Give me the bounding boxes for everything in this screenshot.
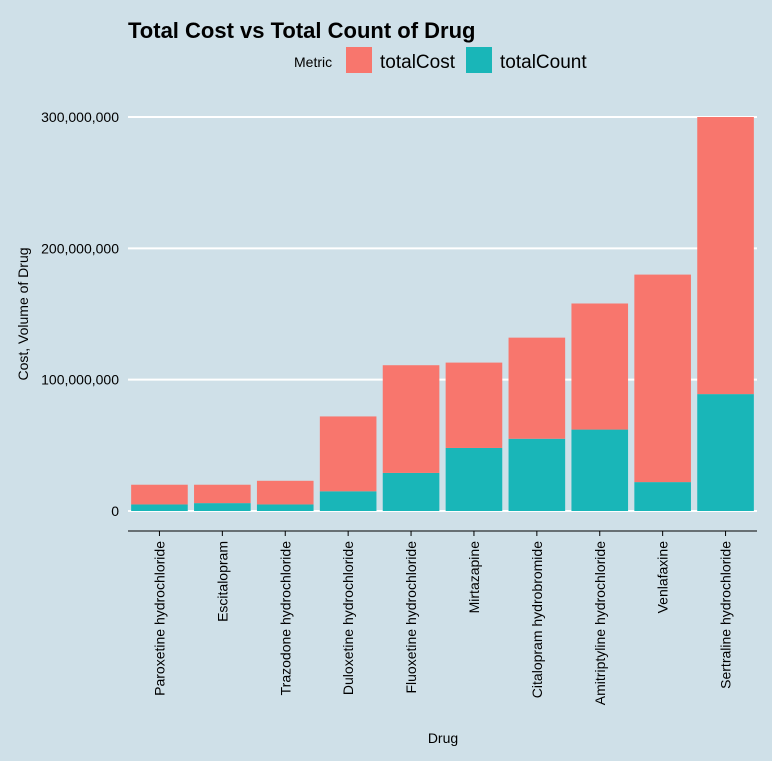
x-tick-label: Escitalopram bbox=[214, 541, 230, 622]
legend-label-totalcount: totalCount bbox=[500, 52, 587, 73]
bar-totalcount bbox=[382, 472, 440, 511]
y-tick-label: 100,000,000 bbox=[41, 372, 119, 388]
bar-totalcost bbox=[131, 484, 188, 505]
bar-totalcost bbox=[256, 480, 314, 505]
x-axis-ticks: Paroxetine hydrochloride Escitalopram Traz… bbox=[151, 531, 734, 705]
x-tick-label: Duloxetine hydrochloride bbox=[340, 541, 356, 695]
bar-totalcount bbox=[634, 482, 691, 511]
x-tick-label: Sertraline hydrochloride bbox=[718, 541, 734, 689]
legend-swatch-totalcount bbox=[466, 47, 492, 73]
bar-totalcost bbox=[319, 416, 377, 492]
legend-label-totalcost: totalCost bbox=[380, 52, 456, 73]
x-tick-label: Mirtazapine bbox=[466, 541, 482, 614]
x-tick-label: Paroxetine hydrochloride bbox=[151, 541, 167, 696]
legend-title: Metric bbox=[294, 54, 332, 70]
legend: Metric totalCost totalCount bbox=[294, 47, 587, 73]
bar-totalcost bbox=[508, 337, 566, 439]
bar-totalcount bbox=[508, 438, 566, 511]
x-tick-label: Trazodone hydrochloride bbox=[277, 541, 293, 696]
bar-totalcost bbox=[445, 362, 503, 448]
chart-title: Total Cost vs Total Count of Drug bbox=[128, 18, 476, 43]
bar-totalcount bbox=[697, 394, 754, 511]
bars bbox=[131, 117, 754, 511]
y-tick-label: 300,000,000 bbox=[41, 109, 119, 125]
y-axis-title: Cost, Volume of Drug bbox=[15, 247, 31, 380]
x-tick-label: Venlafaxine bbox=[655, 541, 671, 614]
bar-totalcount bbox=[319, 491, 377, 511]
bar-totalcost bbox=[697, 117, 754, 395]
y-tick-label: 0 bbox=[111, 503, 119, 519]
bar-totalcount bbox=[256, 504, 314, 511]
x-tick-label: Citalopram hydrobromide bbox=[529, 541, 545, 698]
x-tick-label: Amitriptyline hydrochloride bbox=[592, 541, 608, 705]
x-tick-label: Fluoxetine hydrochloride bbox=[403, 541, 419, 694]
bar-totalcost bbox=[634, 274, 691, 483]
bar-totalcount bbox=[194, 503, 251, 511]
bar-totalcount bbox=[571, 429, 629, 511]
x-axis-title: Drug bbox=[428, 730, 458, 746]
legend-swatch-totalcost bbox=[346, 47, 372, 73]
bar-totalcost bbox=[194, 484, 251, 504]
bar-totalcost bbox=[571, 303, 629, 430]
bar-totalcost bbox=[382, 365, 440, 473]
bar-totalcount bbox=[445, 447, 503, 511]
bar-totalcount bbox=[131, 504, 188, 511]
y-tick-label: 200,000,000 bbox=[41, 240, 119, 256]
y-axis-ticks: 0 100,000,000 200,000,000 300,000,000 bbox=[41, 109, 119, 519]
